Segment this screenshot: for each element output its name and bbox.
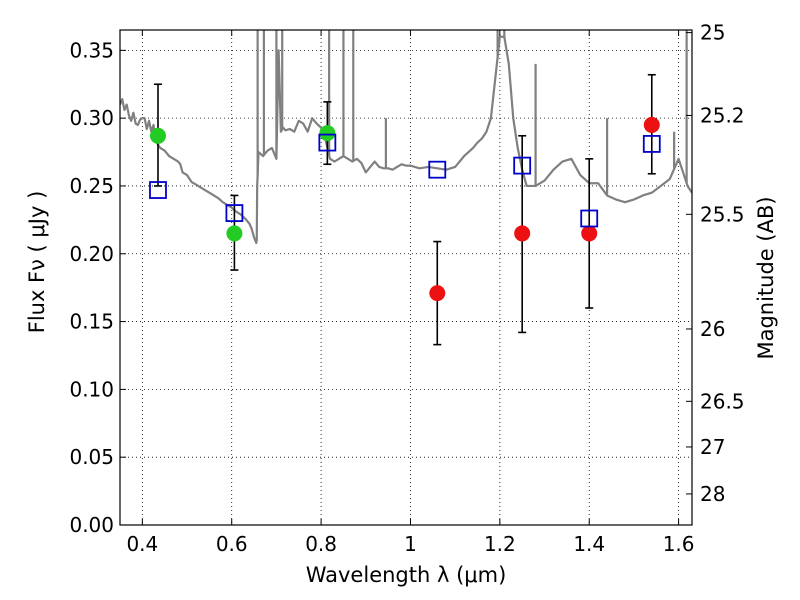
y-tick-label: 0.00	[69, 513, 114, 537]
y-right-tick-label: 25.2	[700, 103, 745, 127]
optical-flux-point	[319, 125, 336, 142]
synthetic-flux-square	[318, 133, 337, 152]
x-tick-label: 1.4	[573, 532, 605, 556]
y-right-tick-label: 25	[700, 21, 725, 45]
y-right-tick-label: 28	[700, 482, 725, 506]
y-right-tick-label: 27	[700, 435, 725, 459]
synthetic-flux-square	[428, 160, 447, 179]
y-tick-label: 0.05	[69, 445, 114, 469]
x-tick-label: 0.4	[126, 532, 158, 556]
infrared-flux-point	[581, 225, 598, 242]
axis-ticks	[120, 30, 692, 526]
y-tick-label: 0.15	[69, 310, 114, 334]
synthetic-flux-square	[642, 135, 661, 153]
y-axis-label: Flux Fν ( μJy )	[25, 191, 49, 334]
y-tick-label: 0.20	[69, 242, 114, 266]
infrared-flux-point	[643, 116, 660, 133]
model-spectrum-layer	[120, 30, 692, 245]
x-tick-label: 0.8	[305, 532, 337, 556]
y-right-tick-label: 26.5	[700, 389, 745, 413]
plot-frame	[119, 29, 693, 526]
synthetic-flux-square	[513, 156, 532, 175]
synthetic-flux-square	[580, 209, 599, 228]
infrared-flux-point	[514, 225, 531, 242]
y-axis-right-label: Magnitude (AB)	[754, 196, 778, 359]
optical-flux-point	[149, 127, 166, 144]
x-tick-label: 0.6	[216, 532, 248, 556]
y-right-tick-label: 26	[700, 317, 725, 341]
y-right-tick-label: 25.5	[700, 202, 745, 226]
y-tick-label: 0.25	[69, 174, 114, 198]
x-tick-label: 1	[404, 532, 417, 556]
x-axis-label: Wavelength λ (μm)	[306, 563, 507, 587]
grid-lines	[120, 30, 692, 526]
y-tick-label: 0.35	[69, 38, 114, 62]
tick-labels: 0.4 0.6 0.8 1 1.2 1.4 1.6 0.00 0.05 0.10 0.15 0.20 0…	[69, 21, 744, 556]
y-tick-label: 0.10	[69, 377, 114, 401]
y-tick-label: 0.30	[69, 106, 114, 130]
x-tick-label: 1.6	[663, 532, 695, 556]
x-tick-label: 1.2	[484, 532, 516, 556]
marker-layer	[149, 116, 661, 302]
infrared-flux-point	[429, 285, 446, 302]
synthetic-flux-square	[149, 181, 167, 199]
synthetic-flux-square	[225, 204, 244, 222]
optical-flux-point	[226, 225, 243, 242]
plot-area	[120, 30, 692, 346]
